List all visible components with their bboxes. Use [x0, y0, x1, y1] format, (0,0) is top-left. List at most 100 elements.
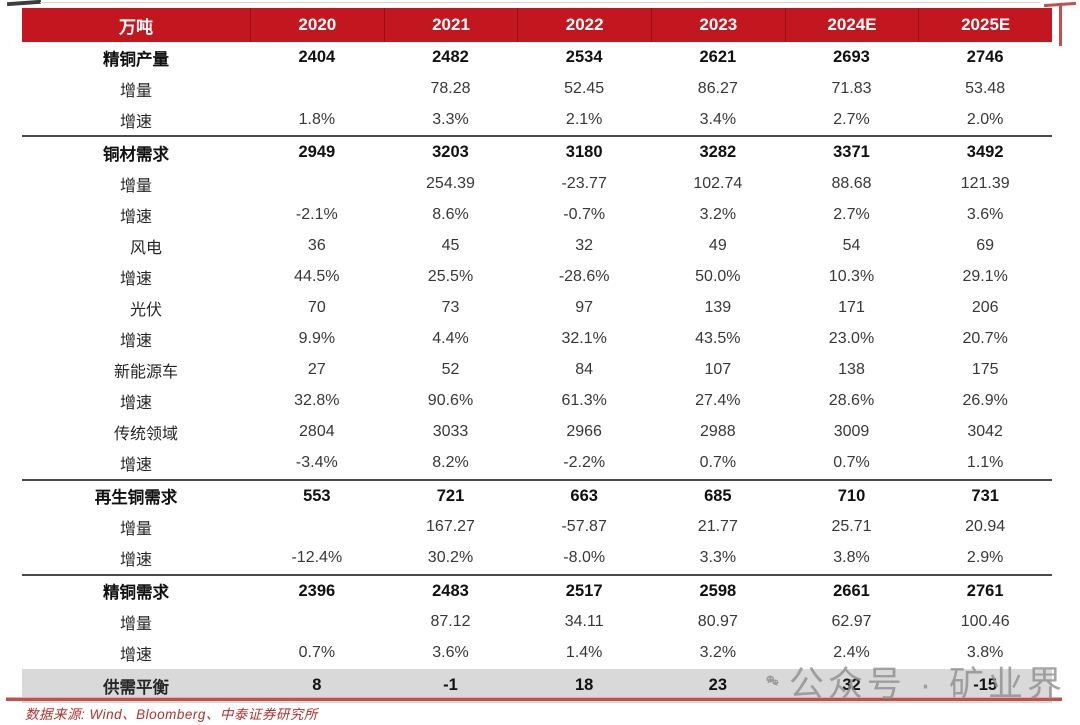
value-cell: 3180: [565, 143, 603, 162]
value-cell: -1: [443, 676, 458, 695]
value-cell: 1.1%: [966, 454, 1004, 472]
table-row: 增速 0.7% 3.6% 1.4% 3.2% 2.4% 3.8%: [22, 638, 1052, 669]
value-cell: 62.97: [831, 613, 872, 631]
value-cell: 206: [971, 298, 999, 316]
value-cell: 23: [708, 676, 727, 695]
source-note: 数据来源: Wind、Bloomberg、中泰证券研究所: [25, 707, 318, 722]
value-cell: 4.4%: [432, 329, 469, 347]
value-cell: 685: [704, 486, 732, 505]
value-cell: 32: [575, 236, 594, 254]
row-label: 增速: [119, 113, 152, 131]
value-cell: 69: [976, 236, 995, 254]
value-cell: 90.6%: [427, 392, 474, 410]
value-cell: 175: [971, 360, 999, 378]
value-cell: 30.2%: [427, 549, 474, 567]
value-cell: 34.11: [564, 613, 604, 631]
table-row: 精铜需求 2396 2483 2517 2598 2661 2761: [22, 573, 1052, 607]
value-cell: 50.0%: [695, 267, 741, 285]
table-row: 增量 87.12 34.11 80.97 62.97 100.46: [22, 607, 1052, 638]
value-cell: 3.6%: [432, 644, 469, 662]
value-cell: 52: [441, 360, 460, 378]
table-row: 光伏 70 73 97 139 171 206: [22, 292, 1052, 323]
value-cell: 107: [704, 360, 732, 378]
value-cell: 61.3%: [561, 392, 607, 410]
value-cell: 88.68: [831, 174, 872, 192]
value-cell: 138: [838, 360, 865, 378]
value-cell: 2804: [299, 423, 335, 441]
value-cell: 32: [842, 676, 861, 695]
value-cell: 8: [312, 676, 322, 695]
value-cell: 26.9%: [962, 392, 1008, 410]
value-cell: 100.46: [960, 613, 1010, 631]
row-label: 增量: [119, 82, 152, 100]
value-cell: 44.5%: [294, 267, 340, 285]
value-cell: 3042: [967, 423, 1003, 441]
value-cell: 23.0%: [828, 329, 875, 347]
table-row: 增量 167.27 -57.87 21.77 25.71 20.94: [22, 512, 1052, 543]
row-label: 增量: [119, 177, 152, 195]
table-row: 增速 1.8% 3.3% 2.1% 3.4% 2.7% 2.0%: [22, 104, 1052, 135]
table-row: 增速 32.8% 90.6% 61.3% 27.4% 28.6% 26.9%: [22, 386, 1052, 417]
value-cell: 3.2%: [699, 205, 737, 223]
table-row: 再生铜需求 553 721 663 685 710 731: [22, 478, 1052, 512]
value-cell: -12.4%: [291, 549, 343, 567]
bottom-red-rule: [6, 697, 1062, 701]
table-row: 新能源车 27 52 84 107 138 175: [22, 354, 1052, 385]
value-cell: 2483: [432, 581, 469, 600]
value-cell: 3.2%: [699, 644, 737, 662]
row-label: 增速: [119, 647, 152, 665]
value-cell: 87.12: [430, 613, 471, 631]
table-row: 铜材需求 2949 3203 3180 3282 3371 3492: [22, 135, 1052, 168]
row-label: 传统领域: [113, 426, 178, 444]
value-cell: 2396: [298, 581, 336, 600]
table-body: 精铜产量 2404 2482 2534 2621 2693 2746 增量 78.28 52.45…: [22, 42, 1052, 669]
value-cell: 9.9%: [298, 329, 336, 347]
value-cell: 78.28: [430, 79, 471, 97]
value-cell: 28.6%: [828, 392, 875, 410]
value-cell: 20.94: [965, 518, 1006, 536]
value-cell: 3.3%: [432, 110, 469, 128]
value-cell: 8.2%: [432, 454, 469, 472]
value-cell: 53.48: [965, 79, 1006, 97]
value-cell: 0.7%: [833, 454, 870, 472]
value-cell: 3033: [432, 423, 469, 441]
value-cell: 102.74: [693, 174, 743, 192]
value-cell: 710: [837, 486, 866, 505]
value-cell: 29.1%: [962, 267, 1008, 285]
year-column-header: 2023: [651, 8, 785, 42]
row-label: 增量: [119, 521, 152, 539]
value-cell: 553: [303, 486, 331, 505]
value-cell: 121.39: [960, 174, 1010, 192]
value-cell: 36: [307, 236, 326, 254]
value-cell: 2.0%: [966, 110, 1004, 128]
row-label: 供需平衡: [103, 678, 169, 697]
row-label: 风电: [129, 239, 162, 257]
value-cell: 49: [708, 236, 727, 254]
year-column-header: 2024E: [784, 8, 919, 42]
table-row: 传统领域 2804 3033 2966 2988 3009 3042: [22, 417, 1052, 448]
value-cell: 2949: [298, 143, 336, 162]
year-column-header: 2021: [383, 8, 518, 42]
value-cell: 3009: [833, 423, 870, 441]
value-cell: 2.4%: [833, 644, 870, 662]
table-row: 增量 78.28 52.45 86.27 71.83 53.48: [22, 73, 1052, 104]
value-cell: 84: [575, 360, 594, 378]
row-label: 铜材需求: [103, 145, 169, 164]
value-cell: 21.77: [697, 518, 738, 536]
value-cell: 2482: [432, 48, 469, 67]
value-cell: -2.2%: [563, 454, 606, 472]
value-cell: 2.7%: [833, 110, 870, 128]
value-cell: 0.7%: [699, 454, 737, 472]
value-cell: 54: [842, 236, 861, 254]
value-cell: 25.5%: [427, 267, 474, 285]
value-cell: 2966: [566, 423, 602, 441]
value-cell: 32.8%: [294, 392, 340, 410]
value-cell: 663: [570, 486, 598, 505]
value-cell: 139: [704, 298, 732, 316]
value-cell: 73: [441, 298, 460, 316]
value-cell: 171: [838, 298, 865, 316]
value-cell: 2.1%: [565, 110, 603, 128]
value-cell: 1.8%: [298, 110, 336, 128]
value-cell: 27: [307, 360, 326, 378]
